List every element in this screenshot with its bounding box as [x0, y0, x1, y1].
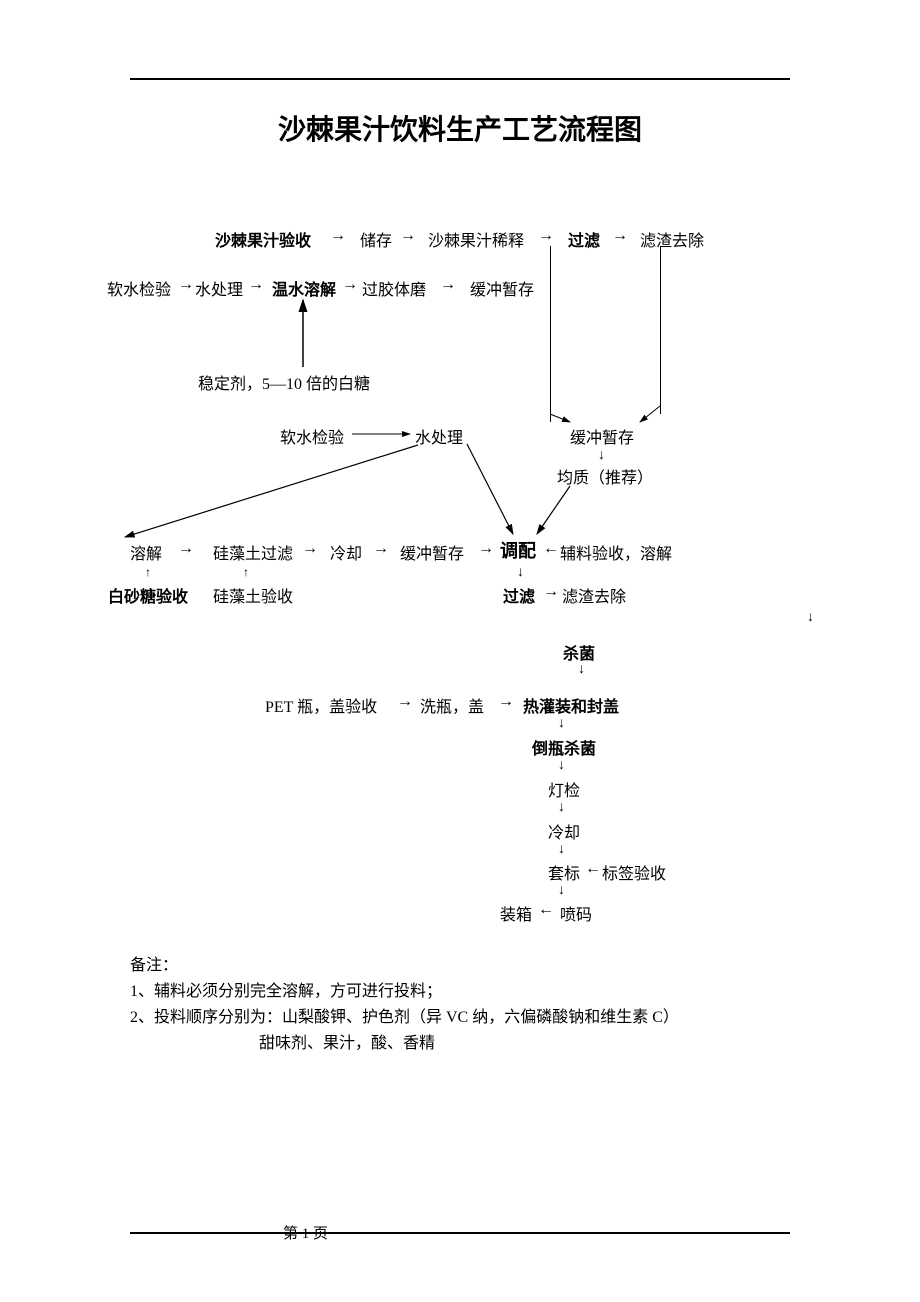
arrow-down: ↓ — [517, 565, 524, 581]
node-store: 储存 — [360, 227, 392, 251]
node-blend: 调配 — [500, 537, 536, 563]
node-colloid: 过胶体磨 — [362, 276, 426, 300]
node-buffer3: 缓冲暂存 — [400, 540, 464, 564]
node-watertreat2: 水处理 — [415, 424, 463, 448]
arrow: → — [400, 227, 416, 245]
node-sterilize: 杀菌 — [563, 640, 595, 664]
node-stabilizer: 稳定剂，5—10 倍的白糖 — [198, 370, 370, 394]
arrow-down: ↓ — [558, 800, 565, 816]
node-softwater2: 软水检验 — [280, 424, 344, 448]
arrow: → — [478, 540, 494, 558]
node-dissolve: 溶解 — [130, 540, 162, 564]
arrow: → — [440, 276, 456, 294]
arrow-down: ↓ — [558, 758, 565, 774]
notes-header: 备注： — [130, 953, 178, 979]
arrow-up: ↑ — [243, 565, 249, 580]
arrow: → — [178, 276, 194, 294]
notes-line3: 甜味剂、果汁，酸、香精 — [259, 1031, 435, 1057]
node-cool1: 冷却 — [330, 540, 362, 564]
node-cool2: 冷却 — [548, 819, 580, 843]
vline-filter-buffer — [550, 246, 551, 422]
arrow-up: ↑ — [145, 565, 151, 580]
header-dashes: ----------------------------------------… — [220, 73, 407, 85]
node-boxing: 装箱 — [500, 901, 532, 925]
node-wash: 洗瓶，盖 — [420, 693, 484, 717]
node-buffer1: 缓冲暂存 — [470, 276, 534, 300]
node-label-accept: 标签验收 — [602, 860, 666, 884]
node-sugar-accept: 白砂糖验收 — [108, 583, 188, 607]
node-dilute: 沙棘果汁稀释 — [428, 227, 524, 251]
node-juice-accept: 沙棘果汁验收 — [215, 227, 311, 251]
arrow-left: ← — [585, 860, 601, 878]
arrow-down: ↓ — [558, 883, 565, 899]
node-label: 套标 — [548, 860, 580, 884]
arrow: → — [248, 276, 264, 294]
arrow: → — [330, 227, 346, 245]
arrow: → — [373, 540, 389, 558]
arrow-down: ↓ — [558, 716, 565, 732]
node-hotfill: 热灌装和封盖 — [523, 693, 619, 717]
node-diatom-filter: 硅藻土过滤 — [213, 540, 293, 564]
node-coding: 喷码 — [560, 901, 592, 925]
arrow: → — [302, 540, 318, 558]
node-homogenize: 均质（推荐） — [557, 464, 653, 488]
arrow-left: ← — [538, 901, 554, 919]
arrow: → — [498, 693, 514, 711]
page-title: 沙棘果汁饮料生产工艺流程图 — [0, 108, 920, 148]
node-diatom-accept: 硅藻土验收 — [213, 583, 293, 607]
node-warmdissolve: 温水溶解 — [272, 276, 336, 300]
node-buffer2: 缓冲暂存 — [570, 424, 634, 448]
node-watertreat1: 水处理 — [195, 276, 243, 300]
arrow: → — [178, 540, 194, 558]
arrow-left: ← — [543, 540, 559, 558]
node-filter1: 过滤 — [568, 227, 600, 251]
vline-residue-buffer — [660, 246, 661, 414]
node-residue1: 滤渣去除 — [640, 227, 704, 251]
notes-line1: 1、辅料必须分别完全溶解，方可进行投料； — [130, 979, 442, 1005]
diagonal-arrows — [0, 0, 920, 1302]
node-invert-sterilize: 倒瓶杀菌 — [532, 735, 596, 759]
arrow: → — [543, 583, 559, 601]
node-softwater1: 软水检验 — [107, 276, 171, 300]
footer-page: 第 1 页 — [283, 1222, 328, 1243]
arrow-down: ↓ — [598, 448, 605, 464]
arrow-down-stray: ↓ — [807, 610, 814, 626]
arrow-down: ↓ — [558, 842, 565, 858]
node-filter2: 过滤 — [503, 583, 535, 607]
arrow: → — [342, 276, 358, 294]
node-auxiliary: 辅料验收，溶解 — [560, 540, 672, 564]
footer-dashes: ----------------------------------------… — [345, 1225, 517, 1240]
node-inspect: 灯检 — [548, 777, 580, 801]
node-residue2: 滤渣去除 — [562, 583, 626, 607]
node-pet-accept: PET 瓶，盖验收 — [265, 693, 377, 717]
arrow: → — [397, 693, 413, 711]
notes-line2: 2、投料顺序分别为：山梨酸钾、护色剂（异 VC 纳，六偏磷酸钠和维生素 C） — [130, 1005, 679, 1031]
arrow: → — [538, 227, 554, 245]
arrow: → — [612, 227, 628, 245]
arrow-down: ↓ — [578, 662, 585, 678]
